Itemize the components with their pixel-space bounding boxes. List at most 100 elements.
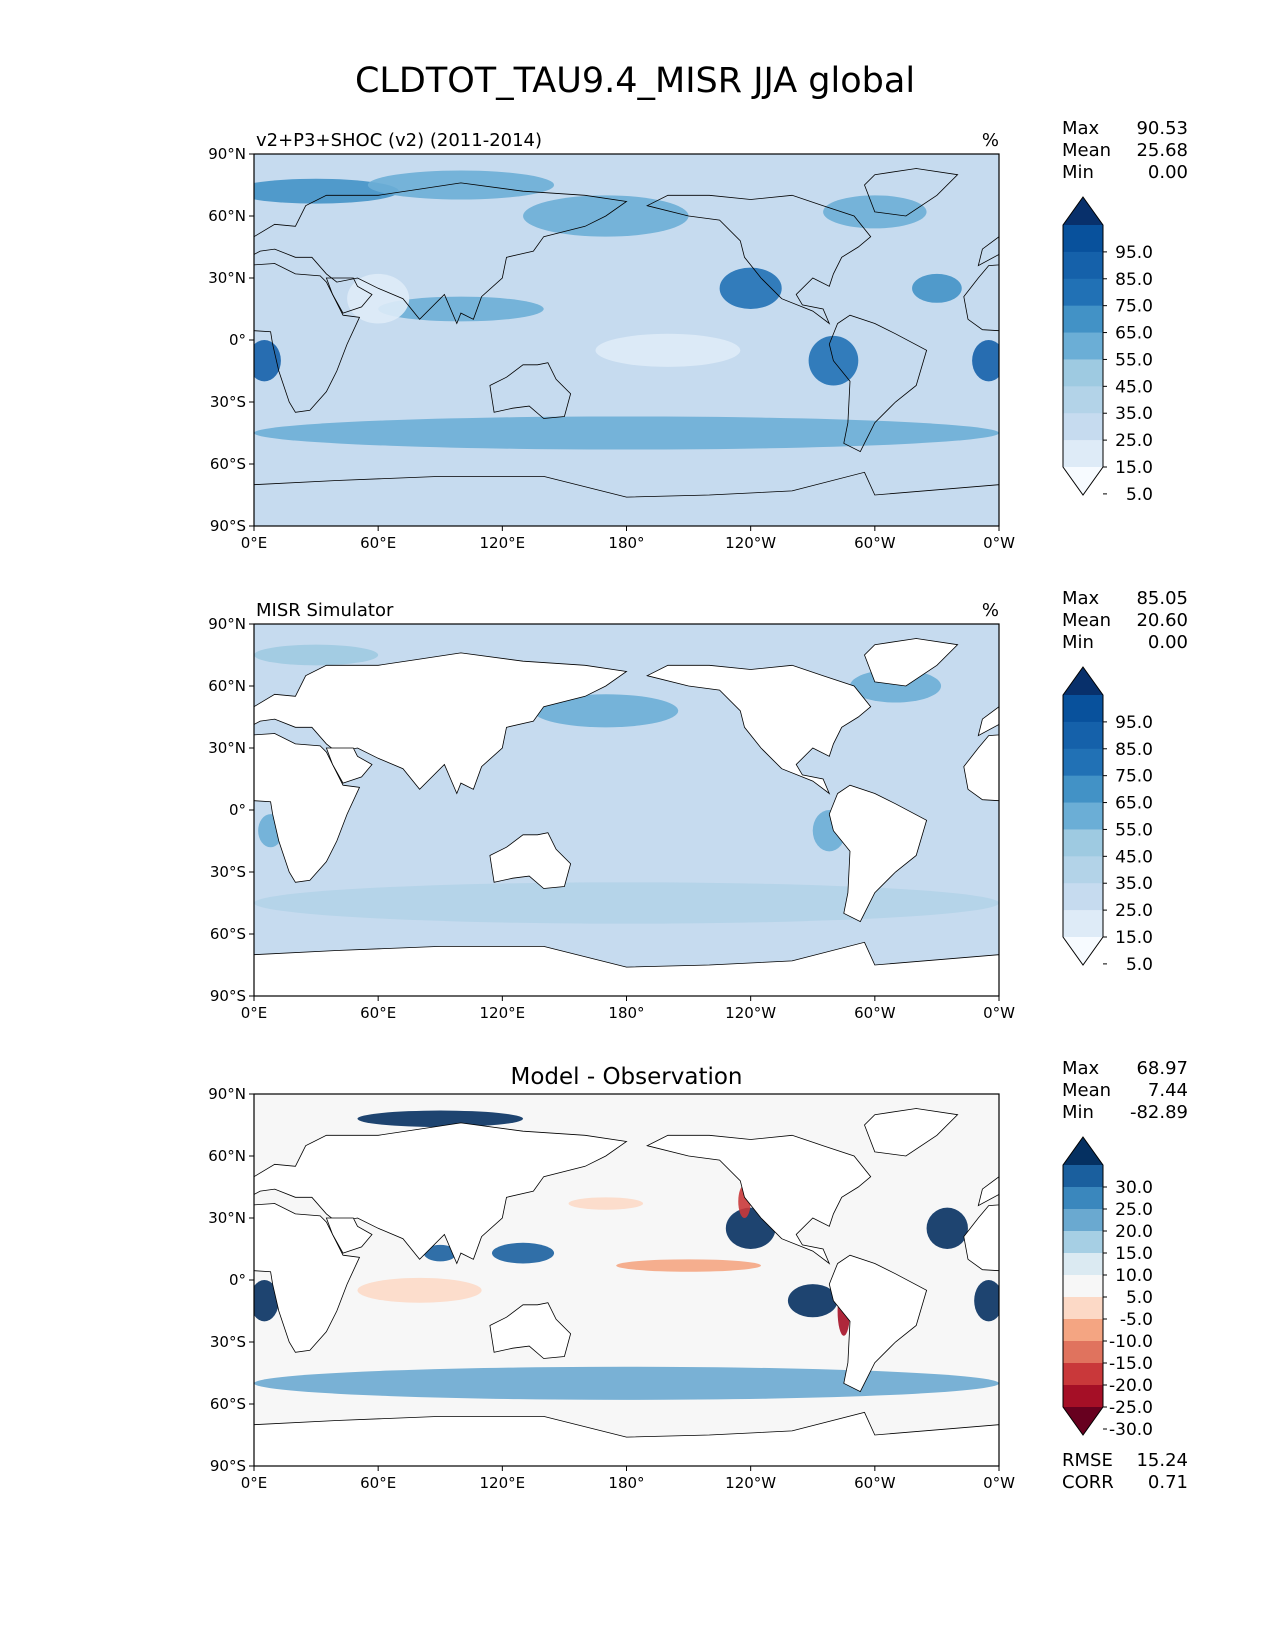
colorbar-segment (1063, 1231, 1103, 1254)
colorbar-label: 10.0 (1115, 1266, 1153, 1286)
lat-tick-label: 30°N (208, 739, 246, 757)
colorbar-extend-min (1063, 467, 1103, 495)
colorbar-segment (1063, 1363, 1103, 1386)
stat-value: 68.97 (1136, 1058, 1188, 1079)
colorbar-segment (1063, 1297, 1103, 1320)
field-feature (254, 416, 999, 450)
africa-land (963, 734, 999, 802)
field-feature (367, 170, 555, 200)
stat-value: 7.44 (1148, 1080, 1188, 1101)
stat-label: Max (1062, 1058, 1100, 1079)
colorbar-label: 65.0 (1115, 794, 1153, 814)
colorbar-label: 5.0 (1126, 1288, 1153, 1308)
lon-tick-label: 0°E (241, 1474, 268, 1492)
colorbar: 95.0 85.0 75.0 65.0 55.0 45.0 35.0 25.0 15.0 5.0 (1062, 196, 1153, 505)
lat-tick-label: 0° (229, 331, 246, 349)
greenland-land (864, 168, 959, 217)
colorbar-segment (1063, 278, 1103, 307)
lon-tick-label: 120°E (480, 1474, 526, 1492)
stat-label: Max (1062, 118, 1100, 139)
lon-tick-label: 60°E (360, 534, 396, 552)
stat-value: 0.00 (1148, 632, 1188, 653)
colorbar-segment (1063, 225, 1103, 253)
colorbar-segment (1063, 1209, 1103, 1232)
south-america-land (828, 784, 928, 923)
colorbar-label: 65.0 (1115, 324, 1153, 344)
stat-label: Min (1062, 632, 1094, 653)
colorbar-label: -5.0 (1120, 1310, 1153, 1330)
north-america-land (646, 664, 872, 795)
lon-tick-label: 120°W (725, 1474, 776, 1492)
lat-tick-label: 30°S (210, 393, 246, 411)
lon-tick-label: 60°E (360, 1474, 396, 1492)
field-feature (378, 296, 544, 322)
stat-label: CORR (1062, 1472, 1114, 1493)
lon-tick-label: 0°E (241, 534, 268, 552)
colorbar-label: 55.0 (1115, 820, 1153, 840)
lat-tick-label: 60°S (210, 1395, 246, 1413)
lon-tick-label: 180° (608, 1474, 644, 1492)
colorbar-label: -10.0 (1109, 1332, 1153, 1352)
africa-land (963, 1204, 999, 1272)
colorbar-label: 45.0 (1115, 847, 1153, 867)
lon-tick-label: 180° (608, 534, 644, 552)
north-america-land (646, 194, 872, 325)
colorbar-segment (1063, 1275, 1103, 1298)
colorbar: 95.0 85.0 75.0 65.0 55.0 45.0 35.0 25.0 15.0 5.0 (1062, 666, 1153, 975)
colorbar-segment (1063, 1253, 1103, 1276)
colorbar-segment (1063, 1187, 1103, 1210)
stat-label: Mean (1062, 140, 1111, 161)
colorbar-segment (1063, 1319, 1103, 1342)
colorbar-outline (1062, 196, 1104, 496)
lat-tick-label: 90°S (210, 987, 246, 1005)
field-feature (357, 1110, 524, 1128)
stat-value: 0.71 (1148, 1472, 1188, 1493)
colorbar-label: 75.0 (1115, 767, 1153, 787)
panel-obs: 90°N 60°N 30°N 0° 30°S 60°S 90°S0°E 60°E 120°E 18… (208, 588, 1188, 1022)
field-feature (254, 1366, 999, 1400)
field-feature (347, 273, 410, 324)
field-feature (533, 694, 679, 728)
lat-tick-label: 30°N (208, 1209, 246, 1227)
map-area (254, 154, 999, 526)
colorbar-label: 35.0 (1115, 874, 1153, 894)
colorbar-segment (1063, 413, 1103, 441)
colorbar-segment (1063, 1385, 1103, 1408)
colorbar-extend-max (1063, 1137, 1103, 1165)
field-feature (787, 1284, 838, 1318)
colorbar-segment (1063, 695, 1103, 723)
figure-title: CLDTOT_TAU9.4_MISR JJA global (355, 61, 915, 101)
panel-left-title: v2+P3+SHOC (v2) (2011-2014) (256, 130, 542, 151)
colorbar-extend-min (1063, 1407, 1103, 1435)
stat-label: Max (1062, 588, 1100, 609)
greenland-land (864, 1108, 959, 1157)
colorbar-segment (1063, 775, 1103, 804)
panel-model: 90°N 60°N 30°N 0° 30°S 60°S 90°S0°E 60°E 120°E 18… (208, 118, 1188, 552)
lon-tick-label: 0°E (241, 1004, 268, 1022)
field-feature (254, 644, 379, 666)
south-america-land (828, 314, 928, 453)
lon-tick-label: 60°W (854, 1004, 896, 1022)
lon-tick-label: 60°W (854, 534, 896, 552)
eurasia-land (977, 706, 999, 737)
colorbar-label: 85.0 (1115, 740, 1153, 760)
colorbar-label: -30.0 (1109, 1420, 1153, 1440)
colorbar-segment (1063, 440, 1103, 468)
panel-diff: 90°N 60°N 30°N 0° 30°S 60°S 90°S0°E 60°E 120°E 18… (208, 1058, 1188, 1493)
lat-tick-label: 60°N (208, 207, 246, 225)
south-america-land (828, 1254, 928, 1393)
colorbar-extend-max (1063, 667, 1103, 695)
colorbar-segment (1063, 910, 1103, 938)
lon-tick-label: 0°W (983, 534, 1015, 552)
stat-value: 20.60 (1136, 610, 1188, 631)
colorbar-label: 95.0 (1115, 243, 1153, 263)
stat-value: 0.00 (1148, 162, 1188, 183)
colorbar-segment (1063, 332, 1103, 360)
australia-land (489, 832, 572, 889)
colorbar-segment (1063, 305, 1103, 334)
panel-left-title: MISR Simulator (256, 600, 394, 621)
lat-tick-label: 90°S (210, 1457, 246, 1475)
stat-label: Mean (1062, 1080, 1111, 1101)
stat-value: 90.53 (1136, 118, 1188, 139)
stat-value: 85.05 (1136, 588, 1188, 609)
